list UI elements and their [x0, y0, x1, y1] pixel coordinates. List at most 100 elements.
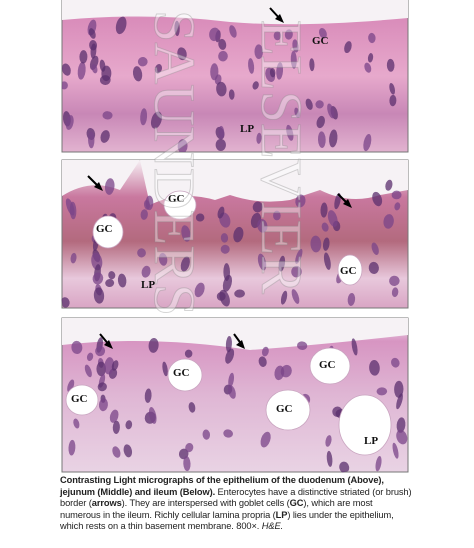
nucleus — [294, 107, 300, 118]
nucleus — [364, 62, 372, 73]
nucleus — [86, 352, 94, 361]
nucleus — [70, 252, 77, 264]
nucleus — [188, 402, 196, 413]
nucleus — [104, 178, 115, 195]
nucleus — [233, 226, 244, 243]
nucleus — [291, 289, 300, 304]
label: GC — [319, 359, 336, 371]
nucleus — [225, 348, 235, 364]
nucleus — [195, 213, 205, 222]
nucleus — [297, 341, 308, 350]
nucleus — [371, 242, 379, 255]
nucleus — [145, 195, 154, 211]
nucleus — [100, 130, 110, 143]
nucleus — [220, 233, 229, 243]
nucleus — [229, 25, 237, 38]
micrograph-duodenum — [61, 0, 409, 153]
nucleus — [372, 191, 383, 207]
label: GC — [312, 35, 329, 47]
nucleus — [115, 16, 127, 35]
nucleus — [325, 435, 332, 447]
nucleus — [310, 235, 322, 253]
nucleus — [218, 125, 225, 139]
nucleus — [280, 290, 288, 305]
nucleus — [260, 431, 271, 448]
caption-term: GC — [289, 498, 304, 509]
caption-text: Enterocytes have a distinctive striated … — [60, 486, 412, 509]
nucleus — [389, 94, 397, 107]
nucleus — [257, 218, 268, 233]
caption-text: ), which are most numerous in the ileum.… — [60, 498, 373, 520]
nucleus — [177, 139, 188, 154]
nucleus — [61, 63, 71, 76]
nucleus — [108, 271, 116, 280]
nucleus — [223, 429, 233, 438]
nucleus — [123, 444, 133, 458]
nucleus — [194, 282, 205, 298]
nucleus — [183, 456, 191, 472]
nucleus — [220, 244, 230, 254]
nucleus — [202, 429, 211, 440]
nucleus — [368, 32, 376, 44]
nucleus — [209, 27, 221, 42]
nucleus — [248, 58, 255, 74]
nucleus — [392, 442, 399, 459]
nucleus — [216, 292, 226, 301]
nucleus — [391, 190, 402, 200]
nucleus — [150, 111, 162, 129]
nucleus — [228, 89, 235, 100]
label: GC — [168, 193, 185, 205]
label: GC — [276, 403, 293, 415]
nucleus — [218, 50, 228, 62]
nucleus — [254, 44, 263, 60]
goblet-cells — [65, 190, 392, 456]
caption-term: arrows — [91, 498, 122, 509]
nucleus — [367, 53, 374, 63]
nucleus — [252, 81, 259, 90]
lumen — [62, 0, 408, 25]
arrows — [87, 7, 352, 349]
nucleus — [96, 361, 107, 377]
nucleus — [318, 28, 327, 39]
nucleus — [369, 360, 380, 376]
nucleus — [112, 446, 121, 458]
nucleus — [261, 346, 269, 357]
nucleus — [327, 210, 338, 227]
nucleus — [216, 81, 227, 97]
nucleus — [386, 58, 395, 72]
nucleus — [252, 201, 263, 213]
nucleus — [320, 202, 328, 218]
nucleus — [111, 360, 119, 371]
nucleus — [185, 442, 194, 453]
nucleus — [148, 407, 157, 424]
caption-text: ) lies under the epithelium, which rests… — [60, 509, 394, 532]
nucleus — [368, 261, 379, 274]
nucleus — [65, 115, 74, 130]
figure: GC LP GC GC LP GC GC GC GC GC LP SAUNDER… — [60, 0, 409, 474]
nucleus — [321, 222, 329, 232]
label: GC — [71, 393, 88, 405]
caption-term: LP — [275, 509, 288, 520]
nucleus — [99, 59, 106, 72]
nucleus — [396, 393, 403, 410]
nucleus — [69, 201, 77, 220]
nucleus — [79, 50, 88, 64]
nucleus — [117, 273, 127, 288]
nucleus — [141, 265, 151, 278]
nucleus — [148, 337, 159, 353]
nucleus — [309, 58, 315, 72]
label: GC — [340, 265, 357, 277]
nucleus — [104, 357, 115, 375]
nucleus — [88, 131, 95, 149]
nucleus — [184, 349, 193, 358]
nucleus — [97, 382, 107, 392]
nucleus — [137, 248, 146, 258]
nucleus — [140, 108, 148, 126]
label: GC — [96, 223, 113, 235]
caption: Contrasting Light micrographs of the epi… — [60, 475, 412, 533]
nucleus — [95, 345, 106, 357]
nucleus — [385, 179, 393, 191]
nucleus — [291, 265, 302, 278]
nucleus — [316, 115, 325, 129]
